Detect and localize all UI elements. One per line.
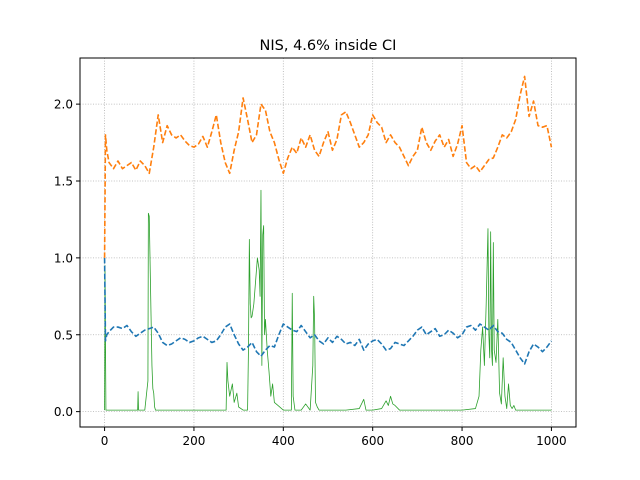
y-axis: 0.0 0.5 1.0 1.5 2.0	[54, 98, 80, 419]
y-tick-label: 1.5	[54, 175, 73, 189]
series-line-1	[103, 257, 553, 365]
y-tick-label: 2.0	[54, 98, 73, 112]
series-line-3	[104, 189, 552, 411]
x-tick-label: 200	[182, 434, 205, 448]
x-tick-label: 800	[451, 434, 474, 448]
y-tick-label: 0.5	[54, 328, 73, 342]
series-line-2	[103, 75, 553, 258]
plot-area-frame	[79, 57, 577, 428]
y-tick-label: 0.0	[54, 405, 73, 419]
y-tick-label: 1.0	[54, 251, 73, 265]
x-axis: 0 200 400 600 800 1000	[101, 427, 567, 448]
x-tick-label: 1000	[536, 434, 567, 448]
series-layer	[103, 75, 553, 411]
chart-title: NIS, 4.6% inside CI	[260, 38, 397, 54]
x-tick-label: 0	[101, 434, 109, 448]
x-tick-label: 600	[361, 434, 384, 448]
x-tick-label: 400	[272, 434, 295, 448]
